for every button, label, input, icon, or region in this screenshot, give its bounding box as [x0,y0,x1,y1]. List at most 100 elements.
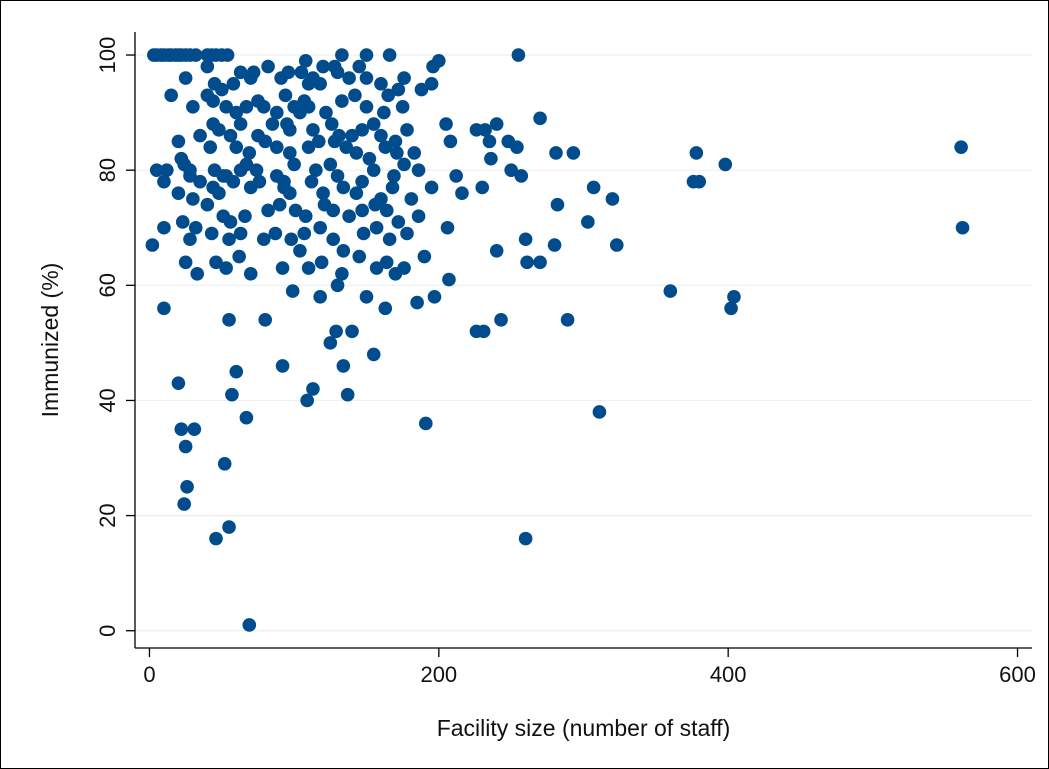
data-point [229,364,244,379]
data-point [484,151,498,166]
data-point [489,243,504,258]
data-point [183,169,197,183]
data-point [311,134,326,149]
data-point [275,261,290,275]
data-point [349,146,364,160]
data-point [268,226,283,241]
data-point [366,117,381,131]
data-point [395,100,410,114]
data-point [605,192,620,206]
data-point [355,174,369,189]
data-point [419,416,433,431]
data-point [293,243,307,258]
data-point [287,157,301,172]
data-point [377,105,391,120]
data-point [314,255,329,270]
data-point [954,140,968,154]
data-point [283,146,297,160]
data-point [469,123,484,137]
data-point [387,169,401,183]
data-point [239,157,254,172]
y-tick-label: 20 [95,503,120,527]
data-point [183,232,197,247]
y-tick-label: 0 [95,625,120,637]
data-point [223,215,238,229]
data-point [278,88,293,103]
data-point [374,77,388,91]
data-point [149,163,164,177]
data-point [206,94,220,108]
data-point [330,278,345,293]
data-point [258,134,273,149]
data-point [171,376,186,390]
data-point [180,480,194,494]
data-point [229,105,244,120]
data-point [225,387,239,402]
data-point [340,387,355,402]
data-point [171,134,186,149]
data-point [718,157,733,172]
y-axis-title: Immunized (%) [37,263,63,418]
data-point [382,232,397,247]
data-point [223,128,238,143]
data-point [566,146,581,160]
data-point [326,203,341,218]
data-point [359,48,374,62]
data-point [316,186,330,200]
data-point [313,220,327,235]
data-point [424,180,439,195]
data-point [323,336,338,350]
data-point [200,197,215,212]
data-point [510,140,524,154]
data-point [219,100,233,114]
data-point [316,59,330,74]
data-point [193,174,207,189]
data-point [379,255,394,270]
data-point [326,232,341,247]
data-point [391,215,406,229]
data-point [330,65,345,80]
data-point [288,203,303,218]
data-point [232,249,246,264]
data-point [157,174,171,189]
data-point [160,163,174,177]
data-point [301,77,316,91]
data-point [233,117,248,131]
data-point [724,301,738,316]
data-point [186,192,200,206]
data-point [692,174,707,189]
data-point [663,284,678,298]
data-point [400,123,414,137]
data-point [442,272,456,287]
data-point [252,174,267,189]
data-point [274,71,288,85]
data-point [300,393,314,408]
data-point [301,100,316,114]
data-point [256,232,271,247]
x-tick-label: 0 [143,662,155,687]
data-point [592,405,607,419]
y-tick-label: 60 [95,273,120,297]
data-point [304,174,319,189]
data-point [313,290,327,304]
data-point [369,261,384,275]
data-point [385,180,400,195]
data-point [209,255,223,270]
y-tick-label: 40 [95,388,120,412]
y-tick-label: 100 [95,37,120,74]
data-point [177,497,191,511]
data-point [157,301,171,316]
data-point [294,65,309,80]
data-point [352,59,367,74]
data-point [511,48,526,62]
data-point [229,140,244,154]
data-point [261,59,275,74]
data-point [319,105,333,120]
data-point [560,313,575,327]
data-point [339,140,354,154]
data-point [188,220,203,235]
data-point [324,117,339,131]
data-point [348,88,362,103]
data-point [239,410,254,425]
